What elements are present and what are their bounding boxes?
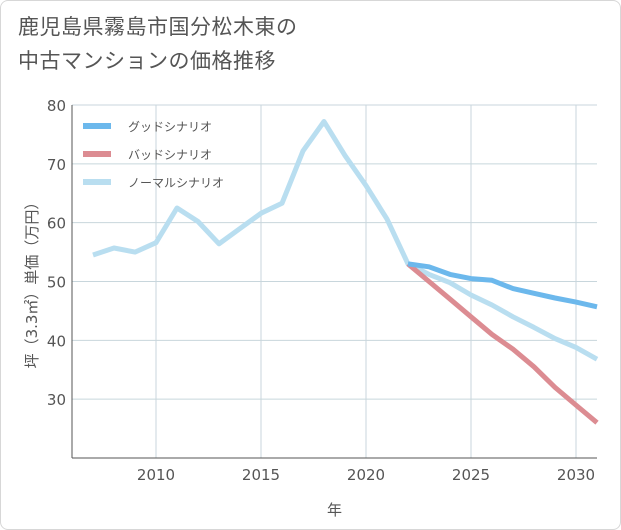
x-axis-label: 年 — [327, 501, 342, 519]
legend-label: グッドシナリオ — [128, 120, 212, 134]
x-tick-label: 2030 — [557, 466, 595, 484]
y-tick-labels: 30 40 50 60 70 80 — [47, 97, 66, 409]
y-tick-label: 70 — [47, 156, 66, 174]
series-line-good — [407, 261, 598, 310]
series-line-bad — [406, 261, 599, 425]
chart-title-line-2: 中古マンションの価格推移 — [18, 49, 276, 73]
series-lines — [92, 119, 599, 425]
y-tick-label: 80 — [47, 97, 66, 115]
y-tick-label: 40 — [47, 332, 66, 350]
x-tick-label: 2010 — [137, 466, 175, 484]
x-tick-label: 2015 — [242, 466, 280, 484]
series-line-normal — [92, 119, 599, 362]
chart-title: 鹿児島県霧島市国分松木東の 中古マンションの価格推移 — [18, 10, 298, 78]
gridlines — [72, 104, 597, 458]
axes — [71, 105, 597, 459]
y-tick-label: 60 — [47, 215, 66, 233]
x-tick-label: 2020 — [347, 466, 385, 484]
chart-title-line-1: 鹿児島県霧島市国分松木東の — [18, 15, 298, 39]
y-axis-label: 坪（3.3㎡）単価（万円） — [23, 195, 41, 369]
x-tick-labels: 2010 2015 2020 2025 2030 — [137, 466, 595, 484]
y-tick-label: 50 — [47, 274, 66, 292]
x-tick-label: 2025 — [452, 466, 490, 484]
legend-label: ノーマルシナリオ — [128, 176, 224, 190]
y-tick-label: 30 — [47, 391, 66, 409]
legend-label: バッドシナリオ — [128, 148, 212, 162]
